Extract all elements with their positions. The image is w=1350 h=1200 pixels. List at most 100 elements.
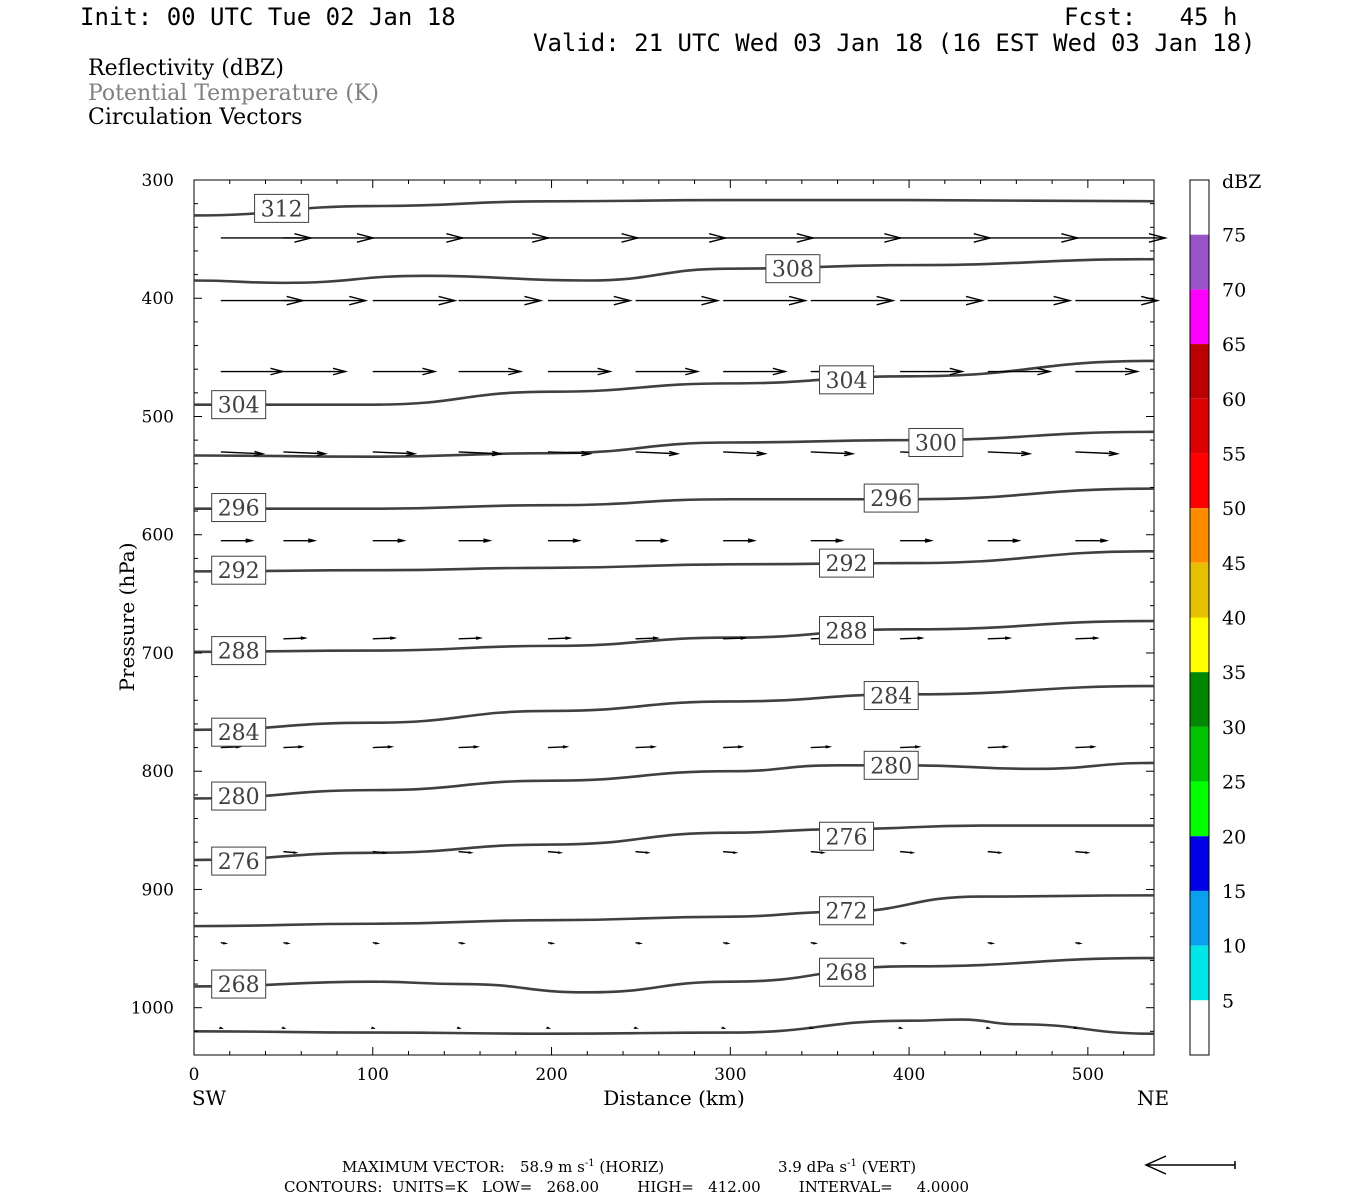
circulation-vector [547,850,564,854]
circulation-vector [987,233,1081,243]
circulation-vector [371,1026,376,1029]
colorbar-swatch [1190,344,1209,399]
colorbar-level-label: 30 [1222,717,1246,739]
x-tick-label: 200 [535,1065,567,1085]
horiz-tag: (HORIZ) [599,1158,665,1176]
circulation-vector [723,295,809,306]
circulation-vector [372,538,407,543]
circulation-vector [635,745,657,749]
svg-text:304: 304 [826,369,868,394]
circulation-vector [987,450,1033,457]
circulation-vector [1075,450,1120,457]
isentrope-label: 268 [211,969,267,999]
circulation-vector [810,233,904,243]
circulation-vector [458,941,466,945]
x-tick-label: 300 [714,1065,746,1085]
valid-time: Valid: 21 UTC Wed 03 Jan 18 (16 EST Wed … [533,29,1256,57]
svg-text:280: 280 [218,785,260,810]
isentrope-label: 292 [211,555,267,585]
colorbar-swatch [1190,508,1209,563]
circulation-vector [633,1026,639,1029]
circulation-vector [372,295,458,306]
circulation-vector [547,538,582,543]
circulation-vector [635,450,681,457]
colorbar-level-label: 65 [1222,334,1246,356]
svg-text:268: 268 [218,973,260,998]
circulation-vector [810,538,845,543]
y-tick-label: 800 [142,762,174,782]
isentrope-268 [193,956,1155,994]
svg-text:296: 296 [870,487,912,512]
circulation-vector [810,850,826,854]
circulation-vector [987,941,996,945]
svg-text:292: 292 [218,559,260,584]
isentrope-label: 280 [863,750,919,780]
circulation-vector [283,450,329,457]
circulation-vector [458,636,484,640]
colorbar-title: dBZ [1222,171,1261,193]
isentrope-label: 296 [211,493,267,523]
colorbar-swatch [1190,945,1209,1001]
circulation-vector [283,941,291,945]
circulation-vector [635,295,721,306]
isentrope-272 [193,894,1155,928]
x-left-label: SW [192,1086,227,1110]
colorbar-level-label: 50 [1222,498,1246,520]
circulation-vector [372,941,381,945]
x-axis-label: Distance (km) [603,1086,745,1110]
circulation-vector [283,745,305,749]
svg-text:296: 296 [218,497,260,522]
x-tick-label: 100 [357,1065,389,1085]
isentrope-surface [193,1018,1155,1036]
circulation-vector [458,538,493,543]
circulation-vector [547,450,593,457]
circulation-vector [220,450,266,457]
y-tick-label: 700 [142,644,174,664]
isentrope-304 [194,359,1155,406]
circulation-vector [458,745,480,749]
circulation-vector [1075,295,1161,306]
circulation-vector [220,367,286,376]
isentrope-label: 312 [254,193,310,223]
circulation-vector [458,450,504,457]
circulation-vector [721,1026,727,1029]
circulation-vector [900,233,993,243]
svg-text:284: 284 [870,685,912,710]
circulation-vector [987,745,1010,749]
x-tick-label: 400 [893,1065,925,1085]
vert-tag: (VERT) [861,1158,917,1176]
isentrope-284 [193,684,1155,732]
svg-text:272: 272 [826,900,868,925]
circulation-vector [810,295,896,306]
colorbar-level-label: 20 [1222,826,1246,848]
circulation-vector [456,1026,462,1029]
circulation-vector [458,367,524,376]
y-tick-label: 400 [142,289,174,309]
circulation-vector [900,367,965,376]
circulation-vector [987,538,1022,543]
circulation-vector [987,850,1003,854]
circulation-vector [1075,233,1169,243]
forecast-hour: Fcst: 45 h [1064,3,1238,31]
colorbar-swatch [1190,562,1209,618]
circulation-vector [723,850,739,854]
circulation-vector [547,745,570,749]
colorbar-swatch [1190,781,1209,837]
circulation-vector [1075,850,1091,854]
colorbar-level-label: 75 [1222,225,1246,247]
max-vector-horiz-value: 58.9 m s [520,1158,585,1176]
y-tick-label: 1000 [131,999,174,1019]
isentrope-label: 300 [908,428,964,457]
colorbar-frame [1189,179,1210,1056]
circulation-vector [1075,636,1100,640]
colorbar-swatch [1190,836,1209,891]
colorbar-swatch [1190,890,1209,946]
isentrope-280 [193,761,1155,800]
colorbar-swatch [1190,617,1209,673]
circulation-vector [547,295,633,306]
colorbar-swatch [1190,672,1209,727]
svg-text:312: 312 [261,197,303,222]
isentrope-label: 284 [211,717,267,747]
circulation-vector [458,850,474,854]
colorbar-level-label: 55 [1222,443,1246,465]
